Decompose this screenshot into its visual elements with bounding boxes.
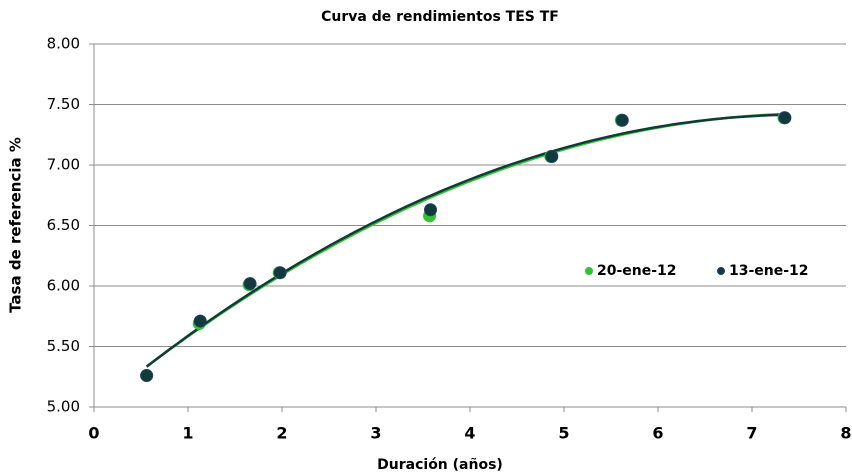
x-tick-label: 0 <box>88 424 99 443</box>
point <box>545 150 559 164</box>
y-tick-label: 8.00 <box>47 35 80 53</box>
trendline <box>145 112 785 368</box>
x-tick-label: 2 <box>276 424 287 443</box>
trendline <box>145 113 785 368</box>
x-axis-label: Duración (años) <box>377 457 503 473</box>
legend-marker <box>717 267 725 275</box>
x-tick-label: 1 <box>182 424 193 443</box>
y-tick-label: 7.00 <box>47 156 80 174</box>
legend-label: 13-ene-12 <box>729 263 809 279</box>
legend-label: 20-ene-12 <box>597 263 677 279</box>
x-tick-label: 4 <box>464 424 475 443</box>
point <box>778 111 792 125</box>
y-tick-label: 6.00 <box>47 277 80 295</box>
x-tick-label: 8 <box>840 424 851 443</box>
y-tick-label: 7.50 <box>47 95 80 113</box>
point <box>424 203 438 217</box>
point <box>273 266 287 280</box>
x-tick-label: 6 <box>652 424 663 443</box>
y-axis-label: Tasa de referencia % <box>7 137 25 313</box>
x-tick-label: 3 <box>370 424 381 443</box>
x-tick-label: 5 <box>558 424 569 443</box>
point <box>615 113 629 127</box>
y-tick-label: 6.50 <box>47 216 80 234</box>
point <box>243 277 257 291</box>
x-tick-label: 7 <box>746 424 757 443</box>
y-tick-label: 5.00 <box>47 398 80 416</box>
chart-title: Curva de rendimientos TES TF <box>321 9 559 25</box>
legend-marker <box>585 267 593 275</box>
y-tick-label: 5.50 <box>47 337 80 355</box>
point <box>140 369 154 383</box>
point <box>193 314 207 328</box>
